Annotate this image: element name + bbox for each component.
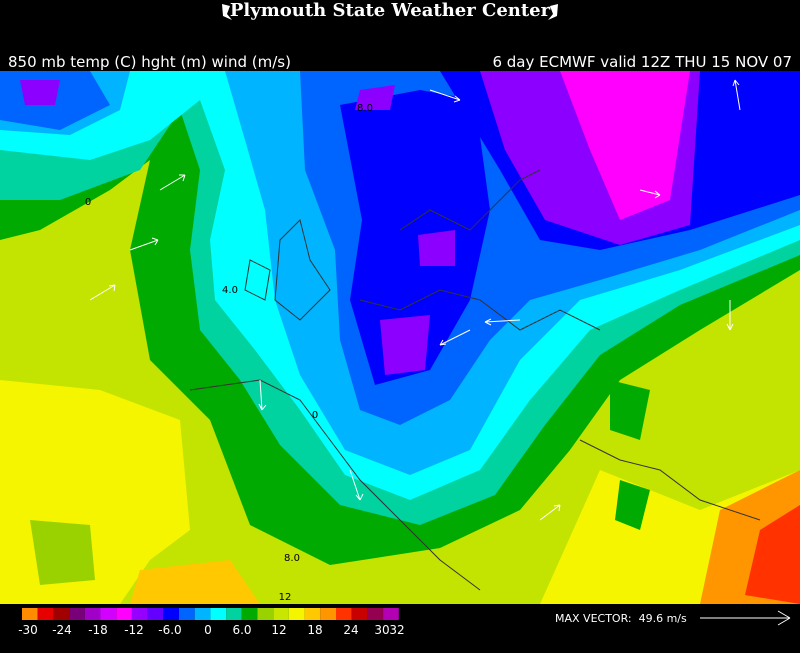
field-warm-orange (130, 560, 260, 604)
colorbar-swatch (100, 608, 117, 620)
coastlines (189, 169, 761, 591)
colorbar-swatch (116, 608, 132, 620)
logo-right (548, 4, 558, 20)
colorbar-swatch (383, 608, 399, 620)
field-hottest (745, 505, 800, 604)
field-description: 850 mb temp (C) hght (m) wind (m/s) (8, 53, 291, 71)
wind-vectors (89, 79, 741, 521)
colorbar-label: 6.0 (232, 623, 251, 637)
colorbar-label: 32 (389, 623, 404, 637)
colorbar-swatch (304, 608, 321, 620)
logo-left (222, 4, 232, 20)
colorbar-swatch (273, 608, 289, 620)
colorbar-swatch (257, 608, 274, 620)
colorbar-swatch (210, 608, 227, 620)
colorbar-swatch (336, 608, 352, 620)
max-vector-label: MAX VECTOR: 49.6 m/s (555, 612, 687, 625)
colorbar-swatch (22, 608, 38, 620)
contour-label: 0 (312, 410, 318, 421)
colorbar-swatch (37, 608, 54, 620)
field-mild (30, 520, 95, 585)
colorbar-swatch (288, 608, 305, 620)
title: Plymouth State Weather Center (230, 0, 551, 21)
field-green (610, 380, 650, 530)
colorbar-label: -24 (52, 623, 72, 637)
colorbar-label: -6.0 (158, 623, 181, 637)
colorbar-label: -18 (88, 623, 108, 637)
contour-label: 0 (85, 197, 91, 208)
colorbar-swatch (179, 608, 195, 620)
colorbar-swatch (147, 608, 164, 620)
colorbar-swatch (69, 608, 85, 620)
colorbar-swatch (320, 608, 336, 620)
colorbar-swatch (241, 608, 258, 620)
colorbar-swatch (84, 608, 101, 620)
colorbar-label: 0 (204, 623, 212, 637)
contour-label: 8.0 (284, 553, 300, 564)
field-purple (20, 71, 700, 375)
colorbar-label: -12 (124, 623, 144, 637)
colorbar-swatch (351, 608, 368, 620)
max-vector-arrow (700, 610, 791, 626)
map: 8.0 0 4.0 0 8.0 12 (0, 71, 800, 604)
contour-label: 12 (279, 592, 292, 603)
colorbar-label: 24 (343, 623, 358, 637)
colorbar-swatch (194, 608, 211, 620)
colorbar-swatch (226, 608, 242, 620)
colorbar-label: -30 (18, 623, 38, 637)
model-valid-time: 6 day ECMWF valid 12Z THU 15 NOV 07 (492, 53, 792, 71)
colorbar-label: 30 (374, 623, 389, 637)
colorbar: -30 -24 -18 -12 -6.0 0 6.0 12 18 24 30 32 (18, 608, 405, 637)
contour-label: 8.0 (357, 103, 373, 114)
colorbar-swatch (131, 608, 148, 620)
colorbar-label: 12 (271, 623, 286, 637)
field-magenta (560, 71, 690, 220)
contour-label: 4.0 (222, 285, 238, 296)
colorbar-swatch (367, 608, 384, 620)
colorbar-label: 18 (307, 623, 322, 637)
colorbar-swatch (53, 608, 70, 620)
colorbar-swatch (163, 608, 179, 620)
